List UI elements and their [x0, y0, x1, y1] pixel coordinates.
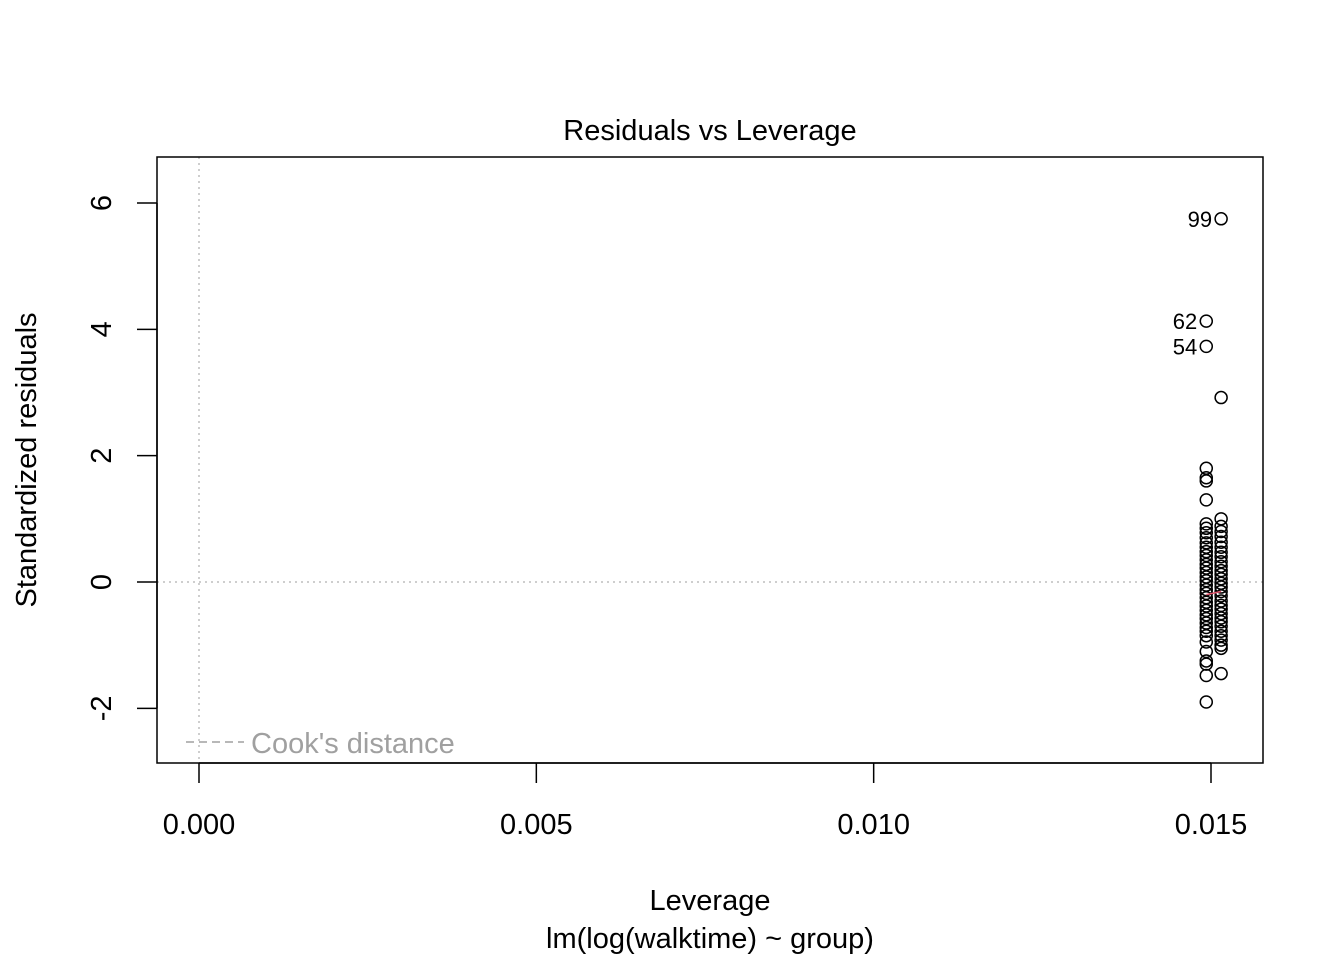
- data-point: [1214, 584, 1228, 599]
- x-axis: 0.000 0.005 0.010 0.015: [163, 762, 1248, 841]
- data-point: [1214, 619, 1228, 633]
- data-point: [1214, 549, 1228, 564]
- data-point: [1214, 390, 1228, 405]
- chart-subtitle: lm(log(walktime) ~ group): [546, 923, 874, 955]
- data-point: [1199, 493, 1214, 507]
- x-axis-label: Leverage: [650, 885, 771, 917]
- legend: Cook's distance: [186, 728, 455, 760]
- x-tick-label: 0.015: [1175, 809, 1248, 841]
- data-point: [1199, 339, 1214, 354]
- data-point: [1199, 471, 1214, 485]
- y-tick-label: 6: [86, 195, 118, 211]
- point-label: 99: [1188, 207, 1212, 232]
- smoother-line: [1206, 590, 1222, 596]
- y-axis-label: Standardized residuals: [11, 312, 43, 607]
- data-point: [1214, 540, 1228, 555]
- smoother-segment: [1206, 590, 1222, 596]
- x-tick-label: 0.000: [163, 809, 236, 841]
- data-point: [1199, 314, 1214, 328]
- point-label: 62: [1173, 309, 1197, 334]
- data-point: [1214, 524, 1228, 539]
- data-point: [1199, 474, 1214, 488]
- data-point: [1214, 519, 1228, 534]
- plot-frame: [156, 156, 1264, 764]
- data-point: [1214, 535, 1228, 549]
- point-label: 54: [1173, 334, 1197, 359]
- data-point: [1199, 668, 1214, 683]
- data-point: [1214, 624, 1228, 639]
- data-point: [1199, 654, 1214, 668]
- data-point: [1214, 641, 1228, 656]
- data-point: [1214, 638, 1228, 652]
- data-point: [1214, 529, 1228, 544]
- data-point: [1214, 212, 1228, 226]
- data-point: [1199, 635, 1214, 649]
- y-tick-label: 0: [86, 574, 118, 590]
- reference-lines: [157, 157, 1263, 763]
- data-point: [1199, 521, 1214, 536]
- data-point: [1214, 611, 1228, 625]
- data-point: [1199, 695, 1214, 709]
- data-point: [1199, 517, 1214, 531]
- data-point: [1199, 624, 1214, 639]
- chart-title: Residuals vs Leverage: [563, 115, 856, 147]
- data-point: [1199, 525, 1214, 540]
- x-tick-label: 0.005: [500, 809, 573, 841]
- data-points: [1199, 212, 1228, 709]
- data-point: [1214, 633, 1228, 647]
- y-tick-label: 2: [86, 448, 118, 464]
- data-point: [1199, 628, 1214, 643]
- data-point: [1214, 615, 1228, 629]
- legend-label: Cook's distance: [251, 728, 455, 760]
- data-point: [1214, 666, 1228, 681]
- data-point: [1199, 531, 1214, 545]
- data-point: [1214, 589, 1228, 603]
- data-point: [1199, 620, 1214, 635]
- y-axis: -2 0 2 4 6: [86, 195, 158, 721]
- data-point: [1214, 545, 1228, 560]
- data-point: [1214, 580, 1228, 594]
- y-tick-label: 4: [86, 321, 118, 337]
- y-tick-label: -2: [86, 695, 118, 721]
- x-tick-label: 0.010: [837, 809, 910, 841]
